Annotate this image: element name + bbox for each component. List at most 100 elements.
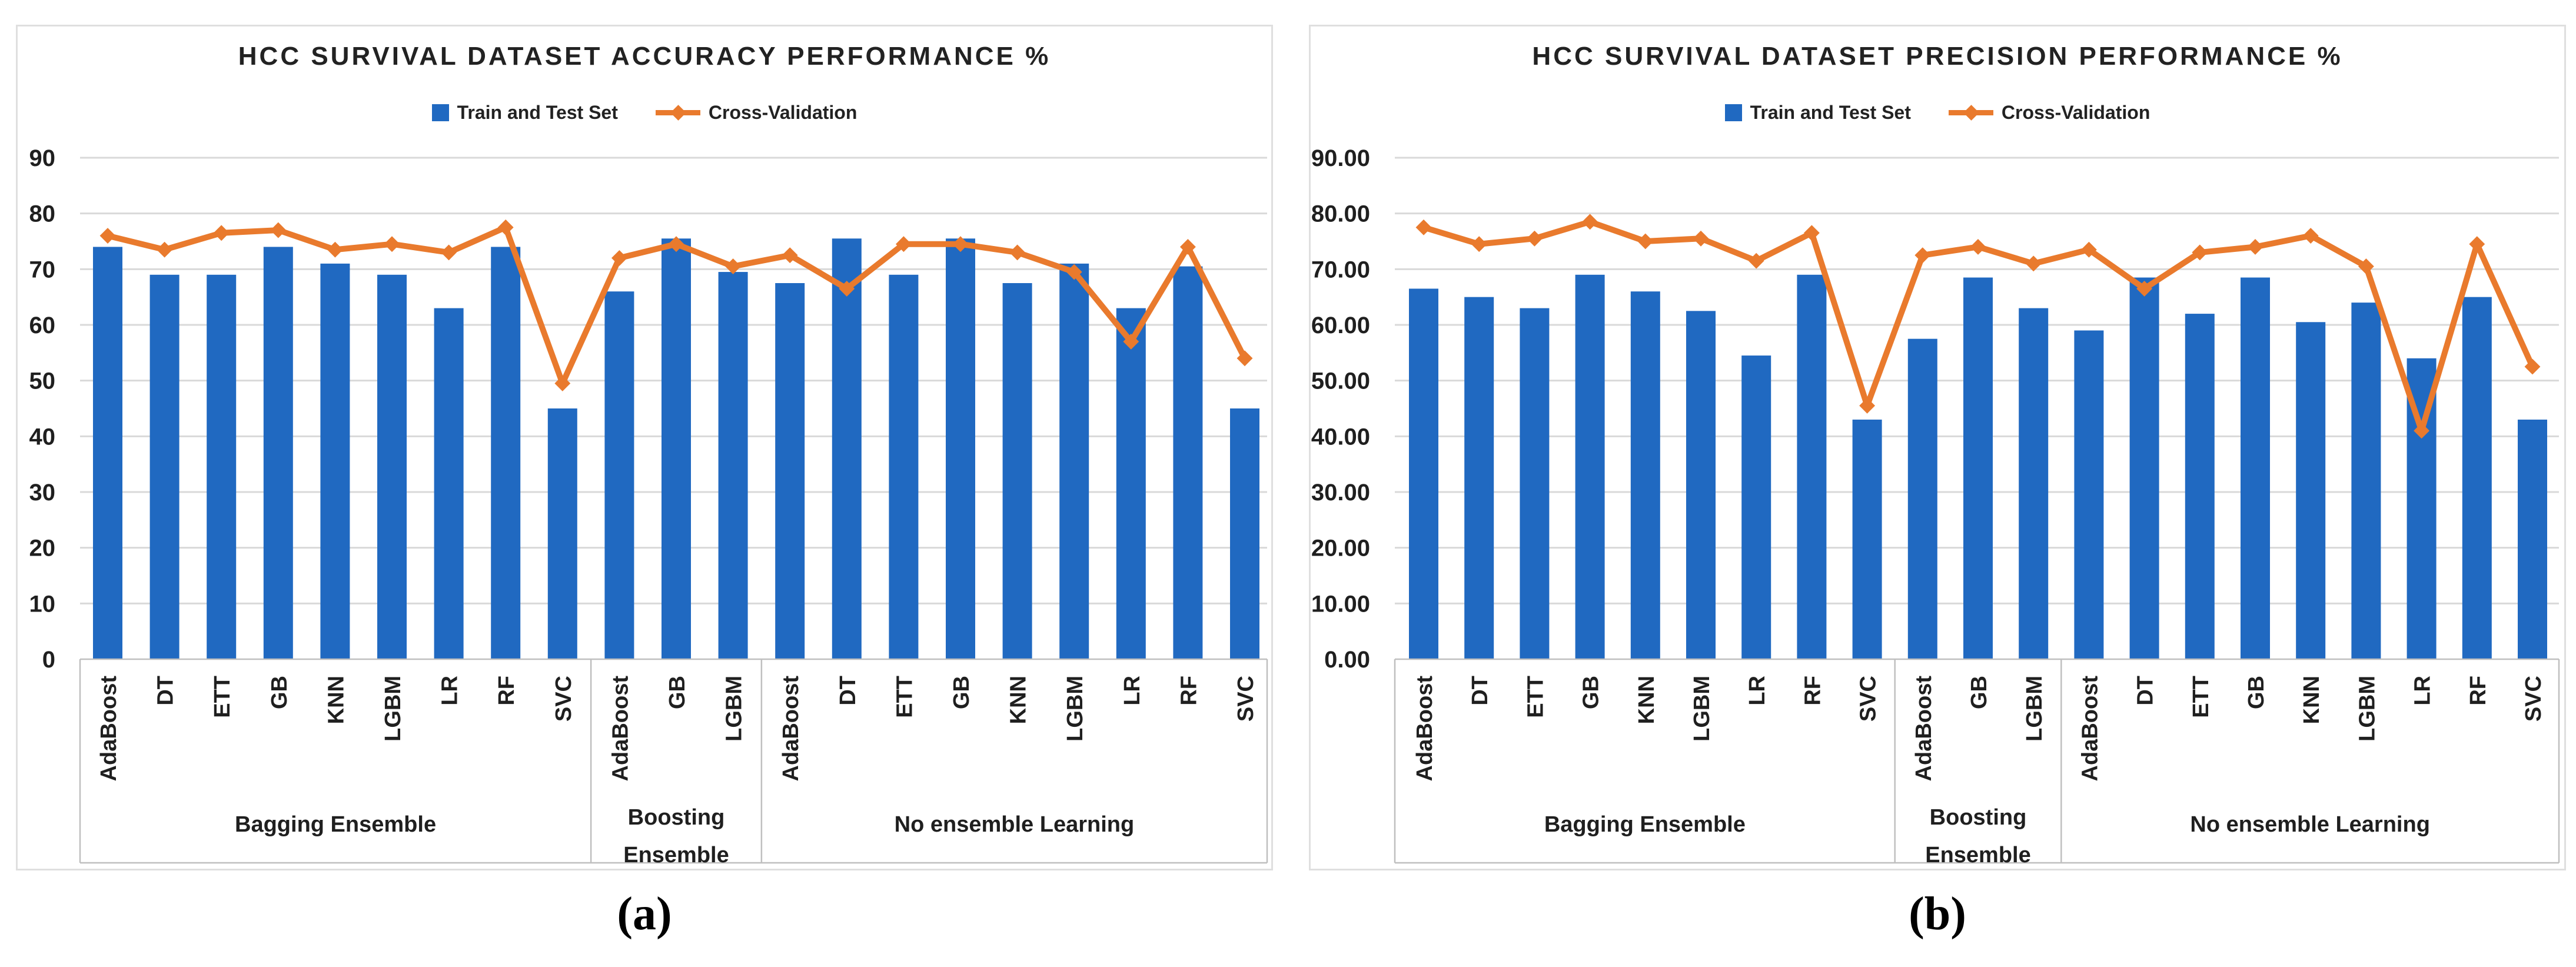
bar-ett [2185, 314, 2215, 659]
x-category-label: GB [665, 676, 690, 709]
bar-adaboost [775, 283, 805, 659]
y-tick-label: 0 [42, 647, 55, 673]
y-tick-label: 80.00 [1311, 201, 1370, 227]
x-category-label: DT [2133, 676, 2158, 706]
bar-ett [1520, 308, 1550, 659]
x-category-label: KNN [1634, 676, 1659, 724]
cross-validation-point [2080, 241, 2097, 258]
cross-validation-point [327, 241, 343, 258]
bar-gb [946, 238, 975, 659]
x-category-label: AdaBoost [779, 676, 803, 782]
x-category-label: AdaBoost [608, 676, 633, 782]
bar-adaboost [1409, 288, 1438, 659]
legend-diamond-icon [670, 105, 686, 121]
legend-label-train-test: Train and Test Set [1750, 102, 1911, 123]
x-category-label: KNN [2299, 676, 2324, 724]
x-category-label: LGBM [2355, 676, 2379, 742]
cross-validation-point [384, 236, 400, 252]
x-category-label: ETT [1523, 676, 1548, 718]
page-title: HCC SURVIVAL DATASET ACCURACY PERFORMANC… [238, 42, 1051, 71]
bar-adaboost [93, 247, 122, 659]
cross-validation-point [1526, 230, 1543, 247]
x-category-label: GB [1967, 676, 1992, 709]
x-category-label: RF [1800, 676, 1825, 706]
precision-chart-panel: 90.00 80.00 70.00 60.00 50.00 40.00 30.00 20.00… [1309, 25, 2566, 870]
cross-validation-point [2524, 358, 2541, 375]
bar-gb [662, 238, 691, 659]
accuracy-plot: 90 80 70 60 50 40 30 20 10 0 AdaBoost DT ETT GB KNN LGB… [29, 145, 1268, 868]
bar-adaboost [1907, 338, 1937, 659]
bar-lr [1116, 308, 1146, 659]
x-category-label: ETT [892, 676, 917, 718]
x-category-label: LGBM [1063, 676, 1088, 742]
cross-validation-point [270, 222, 287, 238]
cross-validation-point [1415, 219, 1432, 235]
bar-lr [434, 308, 464, 659]
legend-diamond-icon [1963, 105, 1979, 121]
precision-plot: 90.00 80.00 70.00 60.00 50.00 40.00 30.00 20.00… [1311, 145, 2560, 868]
legend-item-train-test: Train and Test Set [1724, 102, 1911, 124]
legend-item-train-test: Train and Test Set [431, 102, 618, 124]
group-label: Ensemble [623, 843, 729, 868]
legend-item-cross-validation: Cross-Validation [655, 102, 857, 124]
y-tick-label: 0.00 [1324, 647, 1370, 673]
cross-validation-point [1009, 244, 1026, 261]
bar-lgbm [718, 272, 748, 660]
train-test-swatch-icon [431, 104, 449, 121]
x-category-label: RF [494, 676, 519, 706]
x-category-label: GB [1579, 676, 1604, 709]
cross-validation-point [2358, 258, 2374, 275]
y-tick-label: 40 [29, 424, 56, 450]
x-category-label: LGBM [2022, 676, 2047, 742]
group-label: Bagging Ensemble [1544, 812, 1746, 837]
legend-label-train-test: Train and Test Set [457, 102, 618, 123]
bar-dt [149, 274, 180, 659]
x-category-label: DT [154, 676, 178, 706]
group-label: Ensemble [1925, 843, 2031, 868]
bar-rf [2462, 297, 2492, 660]
cross-validation-point [725, 258, 742, 275]
accuracy-chart-panel: 90 80 70 60 50 40 30 20 10 0 AdaBoost DT ETT GB KNN LGB… [16, 25, 1273, 870]
x-category-label: SVC [2521, 676, 2546, 722]
y-tick-label: 50 [29, 368, 56, 394]
x-category-label: AdaBoost [97, 676, 121, 782]
group-label: Boosting [1930, 805, 2027, 830]
x-category-label: LGBM [1690, 676, 1714, 742]
x-category-label: LR [438, 676, 463, 706]
x-category-label: ETT [2189, 676, 2213, 718]
x-category-label: SVC [551, 676, 576, 722]
x-category-label: GB [949, 676, 974, 709]
legend-item-cross-validation: Cross-Validation [1948, 102, 2150, 124]
bar-gb [2241, 277, 2270, 659]
x-category-label: SVC [1234, 676, 1258, 722]
cross-validation-marker-icon [1948, 104, 1993, 121]
bar-lgbm [2019, 308, 2049, 659]
bar-knn [1002, 283, 1032, 659]
bar-rf [1173, 266, 1203, 660]
y-tick-label: 90.00 [1311, 145, 1370, 171]
bar-knn [1630, 291, 1660, 659]
legend-label-cross-validation: Cross-Validation [2001, 102, 2150, 123]
cross-validation-point [99, 228, 116, 244]
x-category-label: LGBM [722, 676, 747, 742]
y-tick-label: 60.00 [1311, 313, 1370, 338]
bar-lr [1741, 355, 1771, 659]
bar-svc [2518, 419, 2547, 659]
bar-lgbm [1686, 311, 1716, 659]
x-category-label: RF [2466, 676, 2491, 706]
group-label: No ensemble Learning [2190, 812, 2430, 837]
legend: Train and Test Set Cross-Validation [1311, 102, 2564, 124]
cross-validation-point [2247, 239, 2263, 255]
y-tick-label: 30 [29, 480, 56, 506]
cross-validation-point [1970, 239, 1986, 255]
y-tick-label: 70 [29, 257, 56, 283]
x-category-label: DT [1468, 676, 1493, 706]
x-category-label: LGBM [381, 676, 405, 742]
x-category-label: KNN [1006, 676, 1031, 724]
cross-validation-point [213, 225, 230, 241]
bar-ett [207, 274, 237, 659]
bar-svc [1230, 408, 1259, 659]
bar-gb [1575, 274, 1605, 659]
cross-validation-point [1914, 247, 1931, 264]
